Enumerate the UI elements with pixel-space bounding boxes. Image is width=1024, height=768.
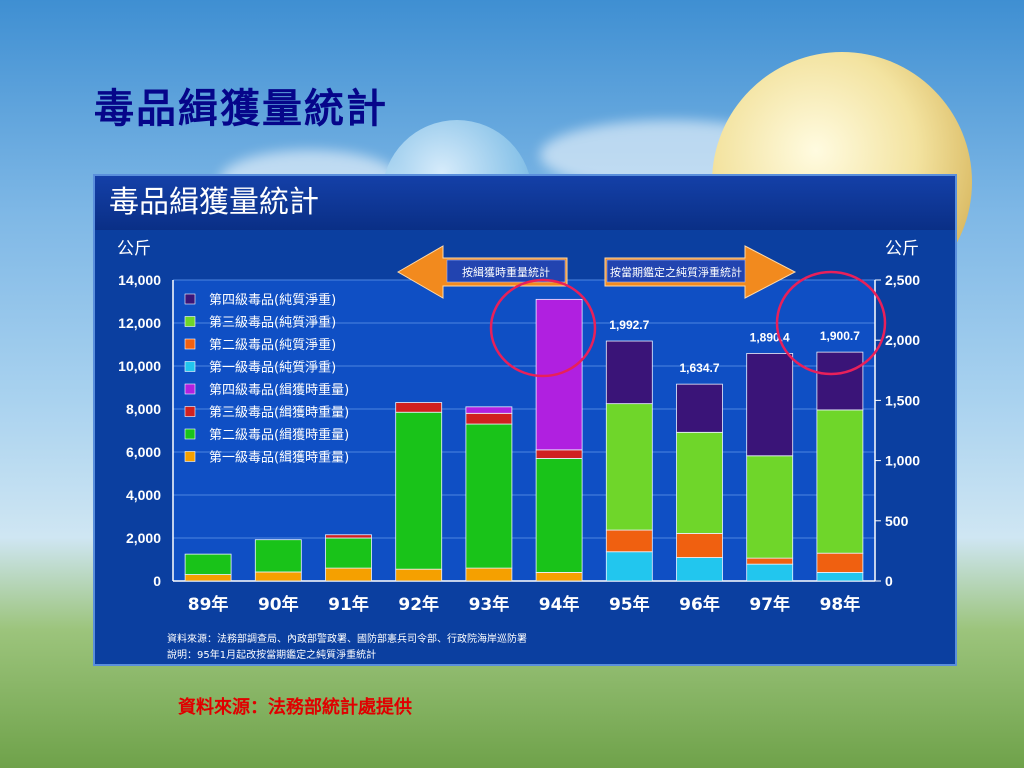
bar-segment: [325, 537, 372, 569]
bar-segment: [325, 534, 372, 539]
legend-swatch: [184, 338, 196, 350]
bar-segment: [395, 411, 443, 570]
legend-label: 第一級毒品(緝獲時重量): [209, 450, 349, 466]
bar-segment: [676, 557, 723, 582]
legend-swatch: [184, 383, 196, 395]
legend-swatch: [184, 316, 196, 327]
chart-title: 毒品緝獲量統計: [95, 176, 955, 230]
legend-label: 第一級毒品(純質淨重): [209, 360, 336, 376]
bar-segment: [605, 403, 653, 531]
legend-swatch: [184, 361, 196, 372]
bar-segment: [465, 567, 513, 582]
bar-segment: [816, 409, 864, 554]
bar-segment: [254, 539, 302, 573]
x-tick-label: 90年: [258, 594, 299, 615]
y-right-tick-label: 1,500: [885, 392, 920, 408]
bar-segment: [465, 412, 513, 425]
bar-segment: [325, 567, 372, 582]
y-left-tick-label: 8,000: [126, 401, 161, 417]
y-right-unit-label: 公斤: [885, 239, 919, 259]
legend-label: 第四級毒品(純質淨重): [209, 292, 336, 308]
bar-segment: [605, 551, 653, 582]
data-label: 1,992.7: [609, 318, 649, 332]
chart-panel: 毒品緝獲量統計 0 2,000 4,000 6,000 8,000 10,000 12,00…: [93, 174, 957, 666]
bar-segment: [465, 406, 513, 414]
highlight-circle: [489, 278, 597, 378]
right-arrow-label-box: [606, 259, 746, 283]
y-right-tick-label: 2,000: [885, 332, 920, 348]
bar-segment: [676, 431, 723, 534]
y-right-tick-label: 2,500: [885, 272, 920, 288]
x-tick-label: 94年: [539, 594, 580, 615]
bar-segment: [535, 571, 583, 582]
legend-label: 第三級毒品(純質淨重): [209, 315, 336, 331]
x-tick-label: 93年: [469, 594, 510, 615]
bar-segment: [816, 572, 864, 582]
y-left-unit-label: 公斤: [117, 239, 151, 259]
legend-swatch: [184, 428, 196, 440]
bar-segment: [676, 383, 723, 433]
y-left-tick-label: 6,000: [126, 444, 161, 460]
legend-label: 第三級毒品(緝獲時重量): [209, 405, 349, 421]
bar-segment: [816, 351, 864, 411]
highlight-circle: [775, 270, 887, 376]
bar-segment: [746, 563, 794, 582]
bar-segment: [465, 423, 513, 569]
bar-segment: [535, 458, 583, 573]
y-left-tick-label: 12,000: [118, 315, 161, 331]
x-tick-label: 95年: [609, 594, 650, 615]
bar-segment: [746, 455, 794, 559]
stacked-bar-chart: 0 2,000 4,000 6,000 8,000 10,000 12,000 14,000 0…: [117, 239, 920, 615]
bar-segment: [395, 568, 443, 582]
x-tick-label: 92年: [398, 594, 439, 615]
legend-swatch: [184, 451, 196, 462]
bar-segment: [605, 340, 653, 405]
y-right-tick-label: 500: [885, 513, 909, 529]
x-tick-label: 89年: [188, 594, 229, 615]
legend-label: 第二級毒品(緝獲時重量): [209, 427, 349, 443]
legend-label: 第二級毒品(純質淨重): [209, 337, 336, 353]
bar-segment: [535, 449, 583, 459]
bar-segment: [184, 574, 232, 582]
legend-swatch: [184, 406, 196, 417]
bar-segment: [816, 552, 864, 573]
y-right-tick-label: 0: [885, 573, 893, 589]
chart-explanation-note: 說明：95年1月起改按當期鑑定之純質淨重統計: [167, 650, 377, 661]
x-tick-label: 97年: [749, 594, 790, 615]
y-left-tick-label: 0: [153, 573, 161, 589]
bar-segment: [605, 529, 653, 553]
x-tick-label: 91年: [328, 594, 369, 615]
left-arrow-label: 按緝獲時重量統計: [462, 265, 550, 279]
x-tick-label: 98年: [820, 594, 861, 615]
slide-title: 毒品緝獲量統計: [94, 85, 388, 132]
bar-segment: [184, 553, 232, 575]
y-left-tick-label: 10,000: [118, 358, 161, 374]
y-left-tick-label: 4,000: [126, 487, 161, 503]
bar-segment: [676, 533, 723, 558]
source-footer: 資料來源：法務部統計處提供: [178, 697, 412, 718]
left-arrow-label-box: [446, 259, 566, 283]
x-tick-label: 96年: [679, 594, 720, 615]
y-left-tick-label: 14,000: [118, 272, 161, 288]
chart-source-note: 資料來源：法務部調查局、內政部警政署、國防部憲兵司令部、行政院海岸巡防署: [167, 634, 527, 645]
legend-label: 第四級毒品(緝獲時重量): [209, 382, 349, 398]
legend-swatch: [184, 293, 196, 305]
y-right-tick-label: 1,000: [885, 453, 920, 469]
data-label: 1,900.7: [820, 329, 860, 343]
bar-segment: [395, 402, 443, 413]
data-label: 1,634.7: [679, 361, 719, 375]
bar-segment: [254, 571, 302, 582]
data-label: 1,890.4: [750, 330, 790, 344]
bar-segment: [746, 353, 794, 457]
right-arrow-label: 按當期鑑定之純質淨重統計: [610, 265, 742, 279]
y-left-tick-label: 2,000: [126, 530, 161, 546]
bar-segment: [746, 557, 794, 565]
